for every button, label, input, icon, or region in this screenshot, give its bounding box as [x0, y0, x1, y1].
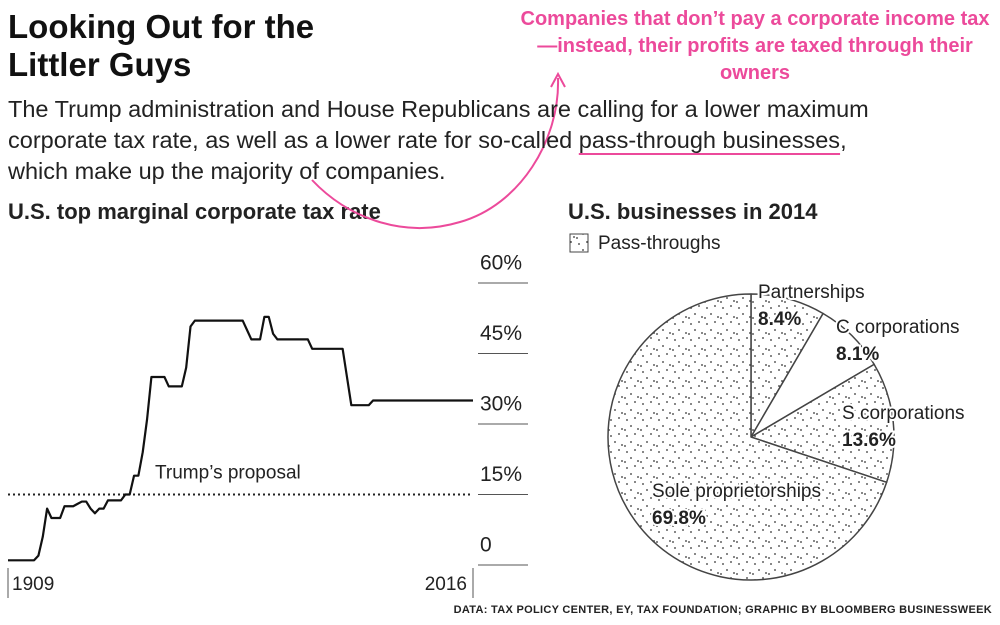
slice-label: Sole proprietorships	[652, 481, 821, 502]
annotation-arrow	[311, 77, 560, 229]
x-tick-label: 1909	[12, 574, 54, 595]
y-tick-label: 30%	[480, 393, 522, 416]
y-tick-label: 60%	[480, 252, 522, 275]
y-tick-label: 45%	[480, 322, 522, 345]
source: DATA: TAX POLICY CENTER, EY, TAX FOUNDAT…	[453, 604, 992, 616]
slice-value: 8.4%	[758, 309, 801, 330]
legend-label: Pass-throughs	[598, 233, 721, 254]
subtitle-text: , which make up the majority of companie…	[8, 127, 847, 184]
x-tick-label: 2016	[425, 574, 467, 595]
y-tick-label: 0	[480, 534, 492, 557]
chart-title: U.S. top marginal corporate tax rate	[8, 199, 381, 224]
subtitle-link: pass-through businesses	[578, 127, 841, 153]
slice-value: 8.1%	[836, 344, 879, 365]
annotation: Companies that don’t pay a corporate inc…	[520, 8, 990, 84]
legend-swatch	[569, 233, 589, 253]
slice-value: 13.6%	[842, 430, 896, 451]
pie-slice	[607, 293, 888, 581]
chart-title: U.S. businesses in 2014	[568, 199, 818, 224]
slice-label: S corporations	[842, 403, 965, 424]
headline: Looking Out for the Littler Guys	[8, 8, 315, 83]
subtitle-text: The Trump administration and House Repub…	[8, 96, 869, 153]
pie-slice	[750, 363, 895, 484]
y-tick-label: 15%	[480, 463, 522, 486]
slice-label: C corporations	[836, 317, 960, 338]
arrow-head	[550, 71, 566, 88]
slice-value: 69.8%	[652, 508, 706, 529]
reference-label: Trump’s proposal	[155, 463, 301, 484]
subtitle: The Trump administration and House Repub…	[8, 94, 893, 187]
data-line	[8, 315, 473, 562]
slice-label: Partnerships	[758, 282, 865, 303]
